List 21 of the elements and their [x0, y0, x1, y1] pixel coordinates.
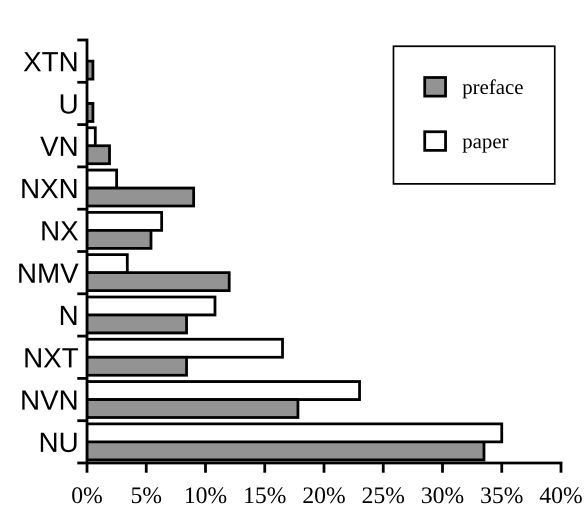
x-tick-label: 35% [481, 487, 523, 504]
y-tick-label: VN [40, 136, 76, 156]
y-tick-label: NVN [22, 390, 76, 410]
y-tick-label: NXT [25, 348, 78, 368]
legend-label: paper [462, 138, 508, 153]
x-tick-label: 30% [422, 487, 464, 504]
x-tick-label: 10% [186, 487, 226, 504]
x-tick-label: 0% [72, 487, 102, 504]
x-tick-label: 20% [303, 487, 345, 504]
x-tick-label: 25% [362, 487, 404, 504]
y-tick-label: U [60, 94, 77, 114]
x-tick-label: 5% [132, 487, 162, 504]
x-tick-label: 15% [245, 487, 286, 504]
y-tick-label: N [60, 306, 76, 326]
y-tick-label: NX [42, 221, 78, 240]
x-tick-label: 40% [540, 487, 582, 504]
y-tick-label: NXN [22, 179, 76, 198]
legend-label: preface [462, 79, 523, 98]
y-tick-label: NMV [19, 264, 79, 283]
y-tick-label: XTN [24, 52, 76, 72]
y-tick-label: NU [40, 432, 77, 452]
